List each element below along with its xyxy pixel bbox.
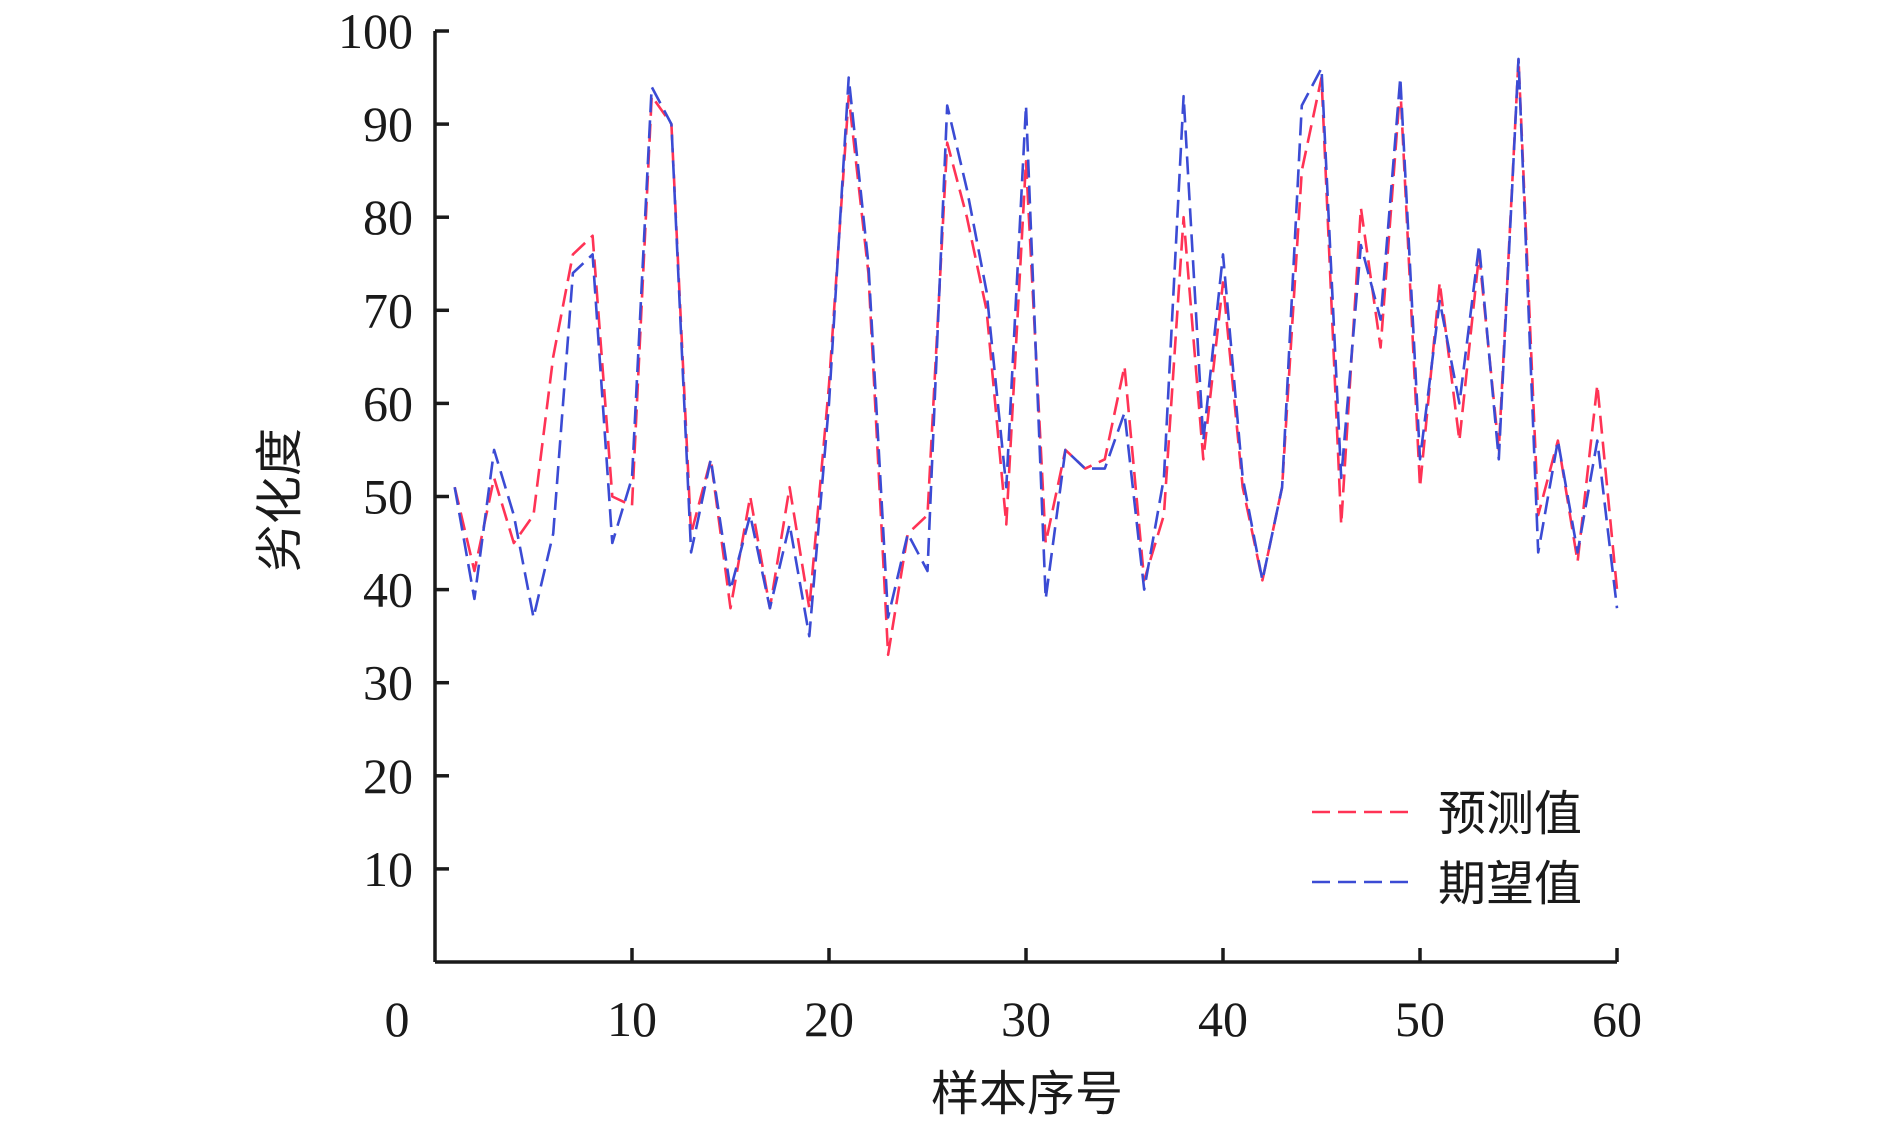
- y-tick-label: 30: [363, 655, 413, 711]
- legend-label-predicted: 预测值: [1438, 786, 1582, 842]
- x-tick-label: 60: [1592, 991, 1642, 1047]
- y-tick-label: 20: [363, 748, 413, 804]
- x-tick-label: 50: [1395, 991, 1445, 1047]
- y-tick-label: 60: [363, 375, 413, 431]
- y-axis-title: 劣化度: [252, 428, 308, 572]
- y-tick-label: 50: [363, 469, 413, 525]
- axes: [433, 29, 1619, 964]
- series-line-1: [453, 57, 1619, 638]
- y-tick-label: 10: [363, 841, 413, 897]
- legend-label-expected: 期望值: [1438, 856, 1582, 912]
- x-axis-title: 样本序号: [931, 1066, 1123, 1122]
- x-tick-label: 0: [385, 991, 410, 1047]
- y-tick-label: 70: [363, 282, 413, 338]
- x-tick-label: 20: [804, 991, 854, 1047]
- tick-labels: 10 20 30 40 50 60 70 80 90 100 0 10 20 30 40 50 60: [338, 3, 1642, 1047]
- y-tick-label: 100: [338, 3, 413, 59]
- series-layer: [453, 57, 1619, 657]
- y-tick-label: 40: [363, 562, 413, 618]
- legend: 预测值 期望值: [1312, 786, 1582, 912]
- x-tick-label: 30: [1001, 991, 1051, 1047]
- y-tick-label: 90: [363, 96, 413, 152]
- y-tick-label: 80: [363, 189, 413, 245]
- x-tick-label: 40: [1198, 991, 1248, 1047]
- x-tick-label: 10: [607, 991, 657, 1047]
